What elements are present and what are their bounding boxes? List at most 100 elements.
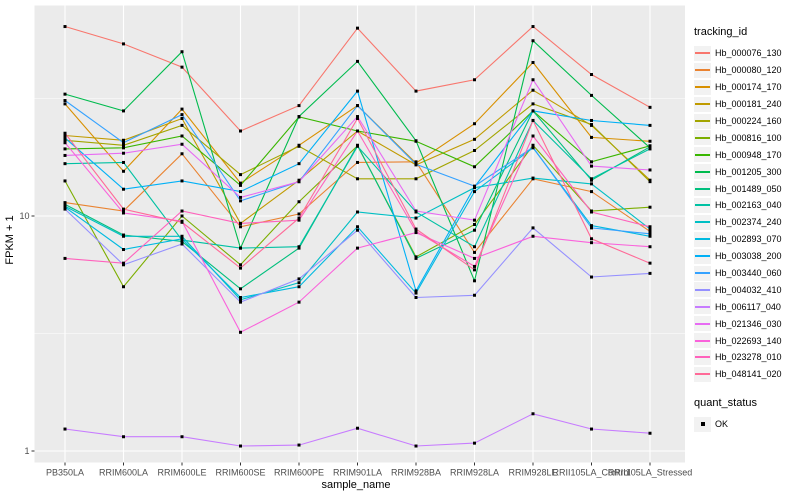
data-point	[297, 216, 301, 220]
legend-item-label: Hb_004032_410	[715, 284, 782, 295]
data-point	[590, 241, 593, 245]
data-point	[63, 141, 67, 145]
legend-item: Hb_000080_120	[694, 62, 798, 79]
panel-background	[34, 5, 685, 463]
data-point	[531, 60, 535, 64]
legend-item-label: Hb_002893_070	[715, 234, 782, 245]
data-point	[473, 165, 476, 169]
legend-key-line-icon	[695, 86, 710, 89]
legend-item-label: Hb_001489_050	[715, 183, 782, 194]
data-point	[180, 435, 184, 439]
data-point	[648, 234, 652, 238]
legend-item-label: Hb_006117_040	[715, 301, 781, 312]
y-axis-title: FPKM + 1	[4, 215, 16, 265]
data-point	[239, 181, 242, 185]
data-point	[122, 435, 125, 439]
data-point	[63, 207, 67, 211]
data-point	[473, 264, 476, 268]
legend-item-label: OK	[715, 419, 729, 430]
legend-key-line-icon	[695, 69, 710, 72]
legend-key-box	[694, 333, 711, 349]
legend-key-line-icon	[695, 238, 710, 241]
legend-key-line-icon	[695, 339, 710, 342]
data-point	[356, 104, 359, 108]
data-point	[239, 330, 242, 334]
legend-item-label: Hb_000948_170	[715, 149, 782, 160]
data-point	[590, 164, 593, 168]
data-point	[590, 224, 593, 228]
data-point	[239, 221, 242, 225]
data-point	[531, 25, 535, 29]
legend-key-line-icon	[695, 153, 710, 156]
y-tick-label: 10	[19, 211, 29, 221]
legend-key-box	[694, 416, 711, 432]
data-point	[590, 160, 593, 164]
data-point	[63, 162, 67, 166]
data-point	[122, 160, 125, 164]
data-point	[356, 177, 359, 181]
data-point	[63, 99, 67, 103]
legend-item: Hb_006117_040	[694, 298, 798, 315]
data-point	[648, 180, 652, 184]
data-point	[648, 205, 652, 209]
legend-key-line-icon	[695, 373, 710, 376]
data-point	[414, 177, 418, 181]
data-point	[473, 137, 476, 141]
data-point	[590, 135, 593, 139]
data-point	[122, 109, 125, 113]
data-point	[531, 88, 535, 92]
data-point	[414, 162, 418, 166]
data-point	[63, 25, 67, 29]
data-point	[297, 180, 301, 184]
data-point	[297, 300, 301, 304]
data-point	[473, 78, 476, 82]
data-point	[122, 248, 125, 252]
legend-item: Hb_002163_040	[694, 197, 798, 214]
data-point	[63, 427, 67, 431]
data-point	[122, 234, 125, 238]
data-point	[414, 289, 418, 293]
legend-key-box	[694, 147, 711, 163]
data-point	[63, 136, 67, 140]
data-point	[297, 200, 301, 204]
data-point	[239, 263, 242, 267]
data-point	[239, 190, 242, 194]
data-point	[473, 148, 476, 152]
legend-key-box	[694, 197, 711, 213]
data-point	[180, 237, 184, 241]
data-point	[414, 209, 418, 213]
legend-key-line-icon	[695, 322, 710, 325]
data-point	[297, 277, 301, 281]
x-tick-label: RRIM600SE	[215, 468, 265, 478]
data-point	[414, 89, 418, 93]
data-point	[648, 271, 652, 275]
x-tick-label: RRIM600PE	[274, 468, 324, 478]
data-point	[590, 93, 593, 97]
x-tick-label: RRII105LA_Stressed	[608, 468, 693, 478]
legend-item: Hb_000816_100	[694, 129, 798, 146]
data-point	[590, 182, 593, 186]
data-point	[63, 131, 67, 135]
legend-key-line-icon	[695, 305, 710, 308]
data-point	[180, 152, 184, 156]
data-point	[414, 139, 418, 143]
data-point	[531, 118, 535, 122]
legend-key-line-icon	[695, 120, 710, 122]
data-point	[648, 232, 652, 236]
data-point	[531, 145, 535, 149]
data-point	[414, 229, 418, 233]
legend-key-box	[694, 299, 711, 315]
data-point	[414, 255, 418, 259]
legend-key-line-icon	[695, 221, 710, 224]
data-point	[473, 228, 476, 232]
data-point	[531, 109, 535, 113]
data-point	[356, 228, 359, 232]
data-point	[648, 147, 652, 151]
data-point	[239, 195, 242, 199]
legend-item-label: Hb_003440_060	[715, 268, 782, 279]
black-point-icon	[700, 422, 705, 427]
data-point	[239, 444, 242, 448]
legend-key-line-icon	[695, 136, 710, 139]
data-point	[648, 431, 652, 435]
data-point	[648, 105, 652, 109]
